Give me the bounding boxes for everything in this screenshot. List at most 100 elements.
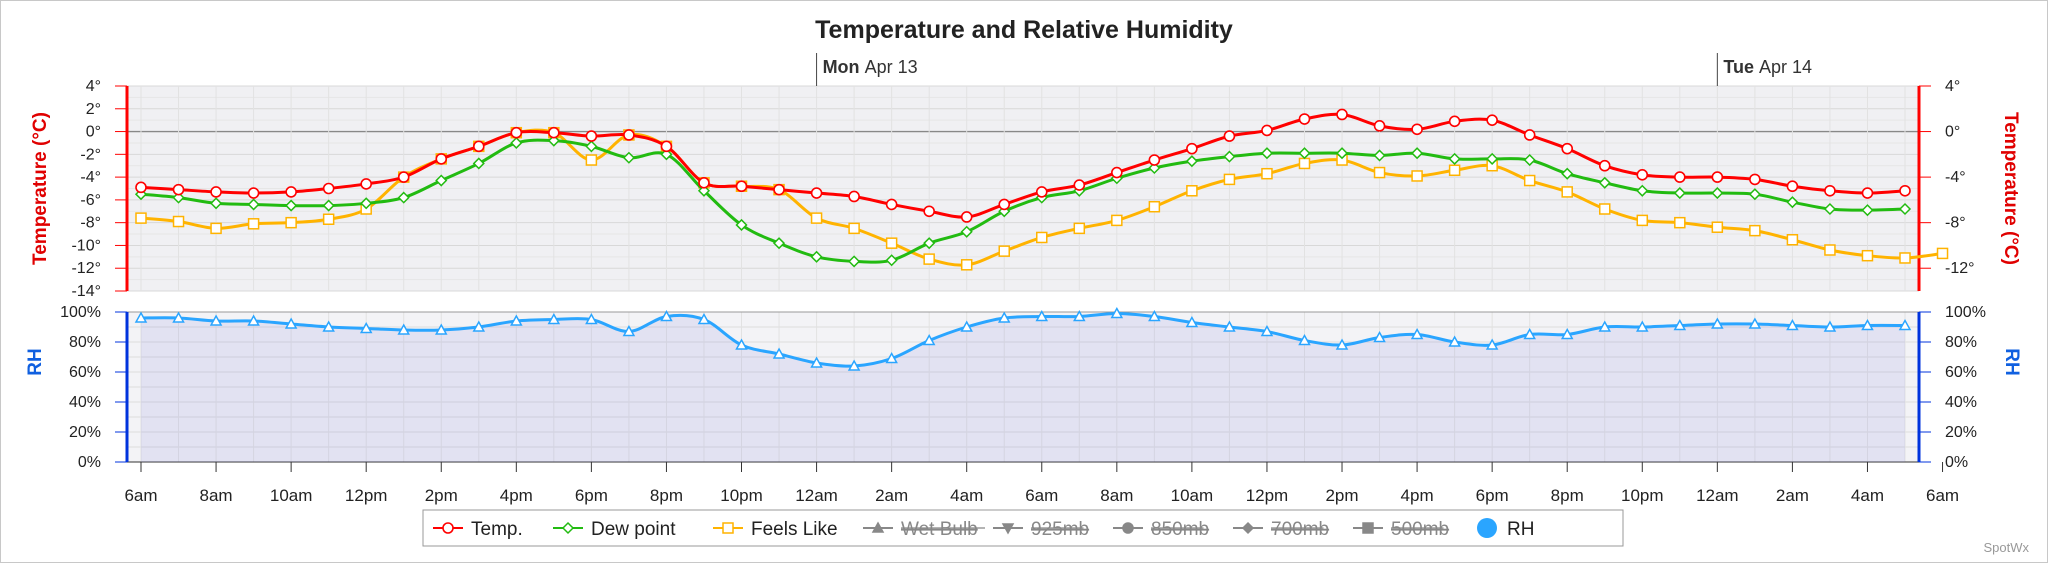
feels-like-point	[848, 222, 860, 235]
temp-point	[810, 187, 823, 199]
temp-point	[698, 177, 710, 189]
rh-point	[547, 312, 561, 325]
left-temp-axis-title: Temperature (°C)	[30, 112, 51, 265]
temp-point	[548, 126, 560, 139]
right-temp-axis-title: Temperature (°C)	[2000, 112, 2021, 265]
dew-point-point	[1411, 147, 1424, 160]
rh-point	[960, 320, 973, 332]
legend-item-500mb[interactable]: 500mb	[1353, 519, 1449, 540]
rh-point	[434, 323, 448, 335]
feels-like-point	[810, 212, 823, 224]
legend: Temp. Dew point Feels Like Wet Bulb 925mb 850…	[422, 509, 1624, 547]
x-tick-label: 12pm	[345, 486, 388, 505]
x-tick-label: 4pm	[500, 486, 533, 505]
feels-like-point	[885, 237, 898, 249]
left-temp-tick-label: -4°	[80, 169, 101, 186]
rh-point	[247, 314, 260, 326]
feels-like-point	[585, 154, 598, 166]
chart-title: Temperature and Relative Humidity	[815, 16, 1233, 44]
x-tick-label: 8am	[200, 486, 233, 505]
right-temp-tick-label: 0°	[1945, 124, 1960, 141]
legend-marker-icon	[871, 521, 885, 533]
temp-point	[1786, 180, 1799, 193]
dew-point-point	[810, 250, 823, 263]
rh-point	[134, 311, 148, 323]
temp-point	[1448, 115, 1461, 128]
temp-point	[1749, 173, 1761, 186]
temp-point	[360, 178, 372, 190]
right-rh-tick-label: 0%	[1945, 454, 1968, 471]
temp-point	[1824, 184, 1836, 197]
feels-like-point	[1261, 167, 1273, 180]
x-tick-label: 2am	[1776, 486, 1809, 505]
rh-point	[622, 324, 636, 337]
rh-point	[1035, 309, 1049, 322]
temp-point	[1035, 186, 1048, 198]
day-label-1: Tue Apr 14	[1723, 57, 1812, 77]
feels-like-point	[1523, 174, 1536, 187]
feels-like-point	[1749, 224, 1761, 237]
rh-point	[510, 314, 523, 326]
left-temp-tick-label: 0°	[86, 124, 101, 141]
temp-point	[1073, 179, 1086, 191]
dew-point-point	[1373, 149, 1386, 162]
dew-point-point	[1335, 147, 1349, 160]
legend-label: Temp.	[471, 519, 523, 540]
temp-point	[998, 198, 1011, 211]
legend-item-700mb[interactable]: 700mb	[1233, 519, 1329, 540]
credits-label[interactable]: SpotWx	[1983, 540, 2029, 555]
legend-item-925mb[interactable]: 925mb	[993, 519, 1089, 540]
left-rh-tick-label: 100%	[60, 304, 101, 321]
feels-like-point	[1411, 170, 1423, 182]
left-rh-tick-label: 20%	[69, 424, 101, 441]
dew-point-point	[1523, 153, 1536, 167]
right-rh-tick-label: 80%	[1945, 334, 1977, 351]
legend-marker-icon	[561, 521, 575, 535]
x-tick-label: 8pm	[650, 486, 683, 505]
legend-item-wet-bulb[interactable]: Wet Bulb	[863, 519, 985, 540]
rh-point	[1598, 320, 1612, 332]
temp-point	[1674, 171, 1686, 183]
left-rh-tick-label: 40%	[69, 394, 101, 411]
rh-point	[660, 309, 673, 322]
temp-point	[1711, 171, 1724, 183]
feels-like-point	[1824, 244, 1836, 256]
feels-like-point	[1111, 214, 1123, 227]
rh-point	[1335, 338, 1349, 350]
temp-point	[510, 126, 523, 139]
temp-point	[1561, 142, 1574, 155]
dew-point-point	[1148, 161, 1161, 175]
legend-item-rh[interactable]: RH	[1477, 518, 1534, 540]
dew-point-point	[1298, 147, 1311, 160]
rh-point	[1673, 318, 1687, 331]
legend-item-850mb[interactable]: 850mb	[1113, 519, 1209, 540]
dew-point-point	[1748, 188, 1761, 201]
x-tick-label: 4am	[1851, 486, 1884, 505]
feels-like-point	[1598, 203, 1611, 215]
legend-item-feels-like[interactable]: Feels Like	[713, 519, 838, 540]
feels-like-point	[1298, 157, 1311, 170]
left-temp-tick-label: -12°	[71, 260, 101, 277]
legend-item-temp[interactable]: Temp.	[433, 519, 523, 540]
dew-point-point	[247, 198, 260, 211]
temp-point	[472, 140, 485, 153]
x-tick-label: 10am	[270, 486, 313, 505]
feels-like-point	[1786, 234, 1799, 246]
rh-point	[1260, 324, 1274, 337]
dew-point-point	[1223, 150, 1236, 163]
legend-item-dew-point[interactable]: Dew point	[553, 519, 676, 540]
left-rh-tick-label: 80%	[69, 334, 101, 351]
rh-point	[922, 333, 936, 346]
dew-point-point	[660, 148, 673, 161]
feels-like-point	[135, 212, 147, 224]
temp-point	[322, 182, 335, 195]
temp-point	[848, 190, 860, 203]
feels-like-point	[1674, 216, 1686, 229]
feels-like-point	[285, 216, 297, 229]
rh-point	[772, 347, 786, 359]
temp-point	[1336, 108, 1348, 121]
dew-point-point	[172, 191, 185, 204]
dew-point-point	[735, 218, 748, 232]
rh-point	[472, 320, 486, 332]
rh-point	[1298, 333, 1311, 346]
